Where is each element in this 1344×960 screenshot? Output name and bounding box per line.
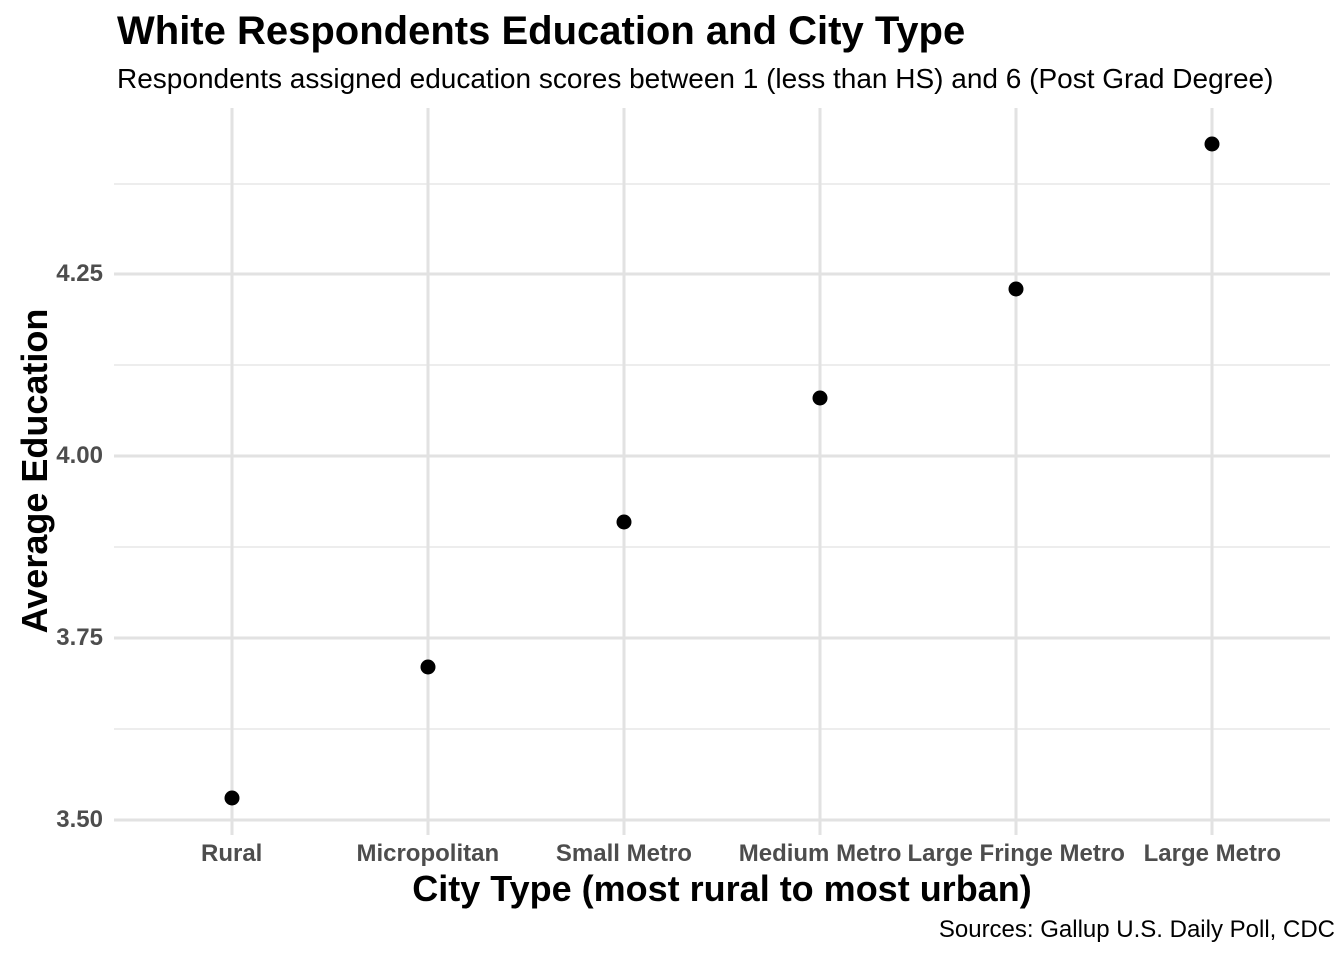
y-axis-tick-label: 3.50 <box>56 805 103 833</box>
x-axis-title: City Type (most rural to most urban) <box>412 868 1032 909</box>
x-axis-tick-label: Small Metro <box>555 840 692 867</box>
x-axis-tick-label: Micropolitan <box>356 840 500 867</box>
data-point-medium-metro <box>812 390 828 406</box>
gridline-x-micropolitan <box>426 108 430 835</box>
data-point-rural <box>224 790 240 806</box>
y-axis-tick-label: 4.00 <box>56 442 103 470</box>
x-axis-tick-label: Medium Metro <box>738 840 902 867</box>
x-axis-tick-labels: Rural Micropolitan Small Metro Medium Metro… <box>114 840 1330 870</box>
minor-gridline-y-3.625 <box>114 727 1330 730</box>
major-gridline-y-4.25 <box>114 272 1330 276</box>
data-point-large-fringe-metro <box>1008 281 1024 297</box>
data-point-micropolitan <box>420 659 436 675</box>
major-gridline-y-3.5 <box>114 818 1330 822</box>
y-axis-tick-label: 3.75 <box>56 623 103 651</box>
data-point-small-metro <box>616 514 632 530</box>
gridline-x-large-fringe-metro <box>1014 108 1018 835</box>
gridline-x-small-metro <box>622 108 626 835</box>
data-point-large-metro <box>1204 136 1220 152</box>
minor-gridline-y-3.875 <box>114 546 1330 549</box>
y-axis-tick-labels: 3.50 3.75 4.00 4.25 <box>0 108 103 835</box>
major-gridline-y-3.75 <box>114 636 1330 640</box>
chart-caption: Sources: Gallup U.S. Daily Poll, CDC <box>938 916 1335 943</box>
gridline-x-rural <box>230 108 234 835</box>
gridline-x-large-metro <box>1210 108 1214 835</box>
minor-gridline-y-4.375 <box>114 182 1330 185</box>
gridline-x-medium-metro <box>818 108 822 835</box>
chart-subtitle: Respondents assigned education scores be… <box>117 63 1274 94</box>
x-axis-tick-label: Large Fringe Metro <box>907 840 1125 867</box>
x-axis-tick-label: Rural <box>200 840 263 867</box>
chart-title: White Respondents Education and City Typ… <box>117 9 966 53</box>
major-gridline-y-4 <box>114 454 1330 458</box>
plot-panel <box>114 108 1330 835</box>
x-axis-tick-label: Large Metro <box>1143 840 1281 867</box>
minor-gridline-y-4.125 <box>114 364 1330 367</box>
y-axis-tick-label: 4.25 <box>56 260 103 288</box>
